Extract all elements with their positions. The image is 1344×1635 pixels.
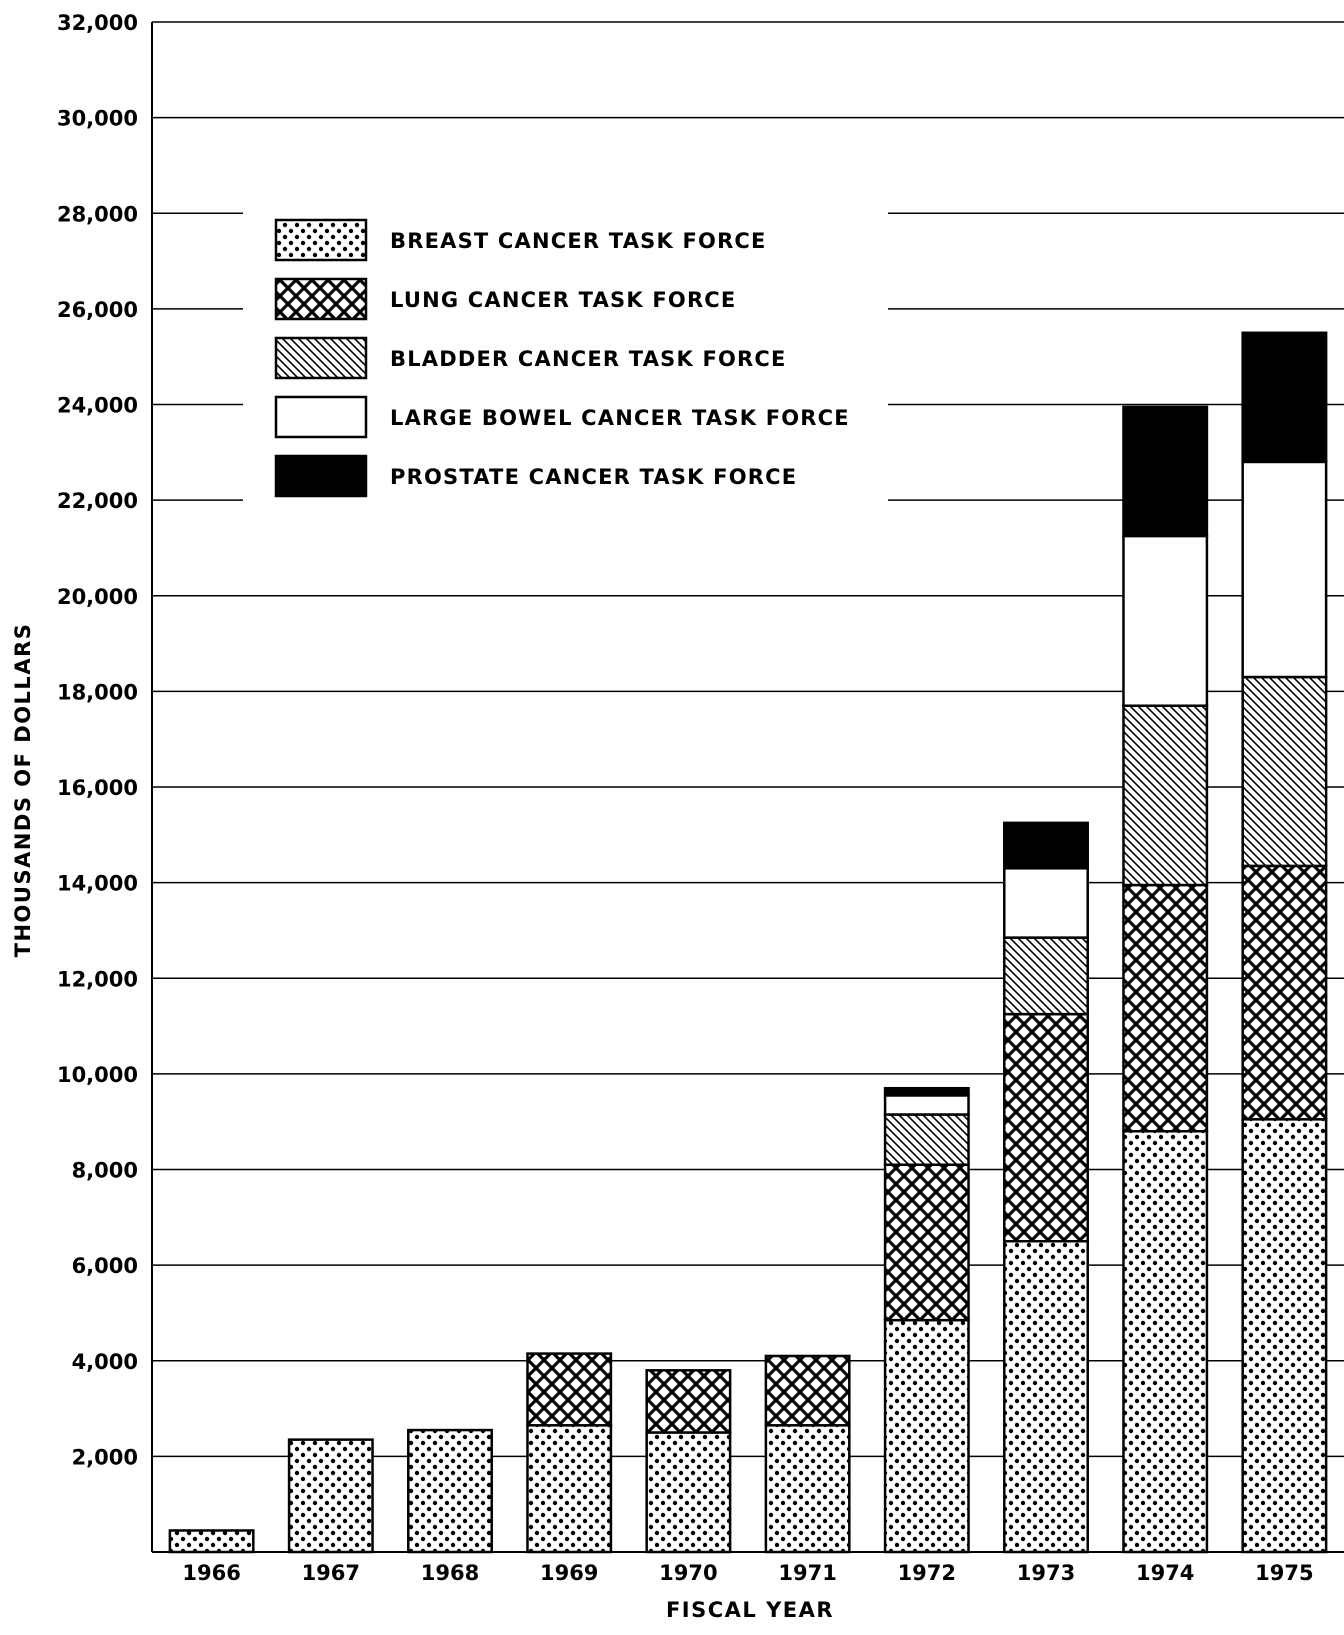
legend-swatch [274,454,368,498]
y-tick-label: 16,000 [57,776,138,800]
x-tick-label: 1974 [1136,1561,1194,1585]
y-tick-label: 28,000 [57,202,138,226]
y-tick-label: 18,000 [57,680,138,704]
x-tick-label: 1973 [1017,1561,1075,1585]
tick-labels: 2,000 4,000 6,000 8,000 10,000 12,000 14,000 16… [57,11,1314,1585]
legend-swatch [274,218,368,262]
bar-segment [883,1094,970,1116]
x-tick-label: 1970 [659,1561,717,1585]
legend-label: BREAST CANCER TASK FORCE [390,229,767,253]
x-tick-label: 1966 [182,1561,240,1585]
x-tick-label: 1969 [540,1561,598,1585]
bar-segment [1241,864,1328,1121]
y-tick-label: 4,000 [72,1350,138,1374]
y-tick-label: 30,000 [57,107,138,131]
y-tick-label: 32,000 [57,11,138,35]
bar-segment [764,1354,851,1427]
y-tick-label: 8,000 [72,1159,138,1183]
x-tick-label: 1967 [302,1561,360,1585]
x-axis-title: FISCAL YEAR [666,1598,834,1622]
bar-segment [526,1352,613,1427]
y-tick-label: 14,000 [57,872,138,896]
y-tick-label: 26,000 [57,298,138,322]
bar-segment [1122,704,1209,887]
legend-swatch [274,336,368,380]
y-tick-label: 20,000 [57,585,138,609]
bar-segment [1241,331,1328,464]
x-tick-label: 1975 [1255,1561,1313,1585]
bar-segment [883,1086,970,1097]
bar-segment [1003,936,1089,1016]
x-tick-label: 1971 [778,1561,836,1585]
bar-segment [1003,1012,1089,1243]
bar-segment [883,1163,970,1322]
bar-segment [168,1529,255,1554]
x-tick-label: 1968 [421,1561,479,1585]
bar-segment [1003,1239,1089,1554]
legend-label: BLADDER CANCER TASK FORCE [390,347,787,371]
legend-label: LARGE BOWEL CANCER TASK FORCE [390,406,850,430]
bar-segment [1241,460,1328,679]
bar-segment [287,1438,374,1554]
bar-segment [645,1431,732,1554]
legend-swatch [274,395,368,439]
bar-segment [1122,1130,1209,1554]
bar-segment [764,1424,851,1554]
bar-segment [1122,883,1209,1133]
y-axis-title: THOUSANDS OF DOLLARS [11,623,35,958]
legend-label: PROSTATE CANCER TASK FORCE [390,465,797,489]
bar-segment [1122,534,1209,707]
legend: BREAST CANCER TASK FORCE LUNG CANCER TASK… [274,218,850,498]
bar-segment [883,1113,970,1166]
y-tick-label: 10,000 [57,1063,138,1087]
y-tick-label: 2,000 [72,1445,138,1469]
bars [168,331,1328,1554]
bar-segment [645,1369,732,1434]
bar-segment [1122,405,1209,538]
bar-segment [1003,867,1089,939]
y-tick-label: 6,000 [72,1254,138,1278]
y-tick-label: 24,000 [57,394,138,418]
bar-segment [1003,821,1089,870]
bar-segment [1241,1118,1328,1554]
bar-segment [526,1424,613,1554]
bar-segment [407,1428,493,1554]
bar-segment [883,1318,970,1554]
x-tick-label: 1972 [898,1561,956,1585]
legend-label: LUNG CANCER TASK FORCE [390,288,736,312]
legend-swatch [274,277,368,321]
y-tick-label: 12,000 [57,967,138,991]
bar-segment [1241,675,1328,868]
axes [151,22,1344,1553]
y-tick-label: 22,000 [57,489,138,513]
